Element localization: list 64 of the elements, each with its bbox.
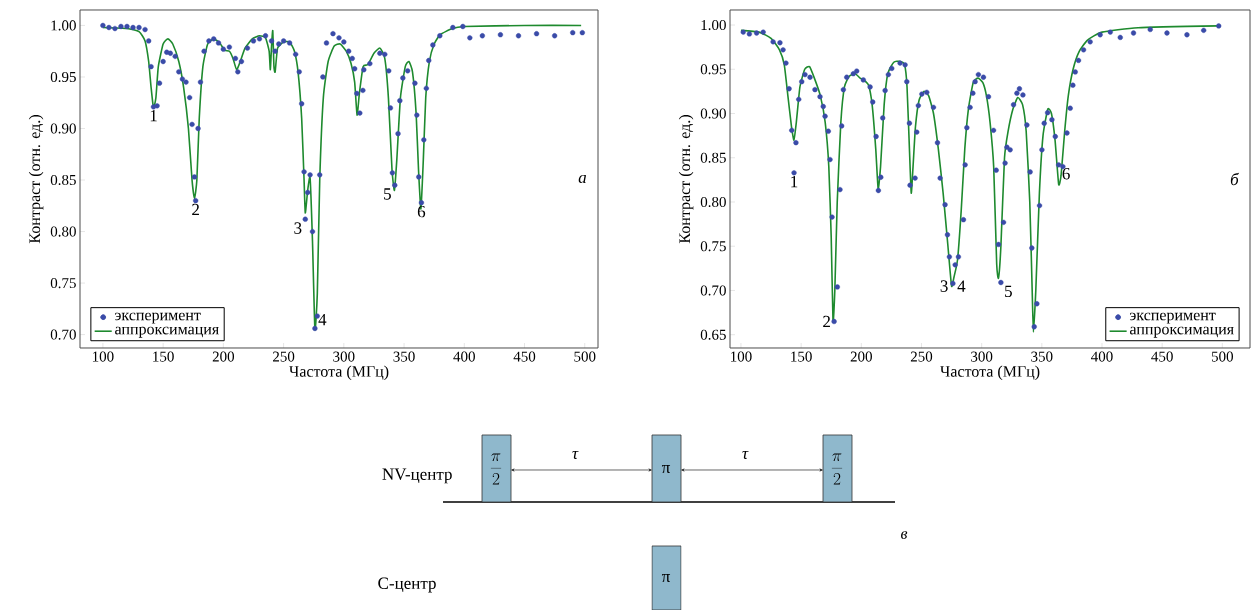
y-tick-label: 0.90 [50, 123, 76, 134]
x-tick-label: 500 [1211, 351, 1234, 362]
x-axis-title: Частота (МГц) [289, 365, 389, 380]
legend-label: эксперимент [1129, 312, 1216, 324]
text: π [661, 573, 671, 582]
x-tick-label: 450 [1151, 351, 1173, 362]
annotation: 2 [192, 203, 199, 215]
x-axis-title: Частота (МГц) [940, 365, 1040, 380]
annotation: 4 [318, 313, 327, 326]
y-tick-label: 0.80 [700, 196, 726, 207]
x-tick-label: 300 [333, 351, 355, 362]
y-tick-label: 0.75 [700, 240, 726, 252]
y-tick-label: 0.70 [700, 285, 726, 296]
x-tick-label: 200 [212, 351, 235, 362]
annotation: 5 [1005, 285, 1012, 297]
y-axis-title: Контраст (отн. ед.) [28, 114, 44, 243]
x-tick-label: 200 [850, 351, 872, 362]
x-tick-label: 450 [513, 351, 536, 362]
annotation: 3 [940, 280, 948, 292]
y-tick-label: 0.65 [700, 329, 726, 340]
annotation: 3 [294, 222, 302, 234]
x-tick-label: 350 [1031, 351, 1053, 362]
legend-label: эксперимент [115, 312, 201, 324]
text: $\frac{\pi}{2}$ [490, 453, 502, 485]
y-axis-title: Контраст (отн. ед.) [678, 114, 694, 243]
annotation: 6 [1062, 167, 1070, 180]
x-tick-label: 400 [453, 351, 475, 362]
y-tick-label: 0.90 [700, 108, 726, 119]
y-tick-label: 0.85 [700, 152, 726, 163]
annotation: 1 [791, 175, 798, 188]
annotation: 2 [823, 315, 830, 327]
text: $\frac{\pi}{2}$ [831, 453, 843, 485]
x-tick-label: 250 [273, 351, 295, 362]
y-tick-label: 0.75 [50, 277, 76, 288]
x-tick-label: 150 [791, 351, 812, 362]
y-tick-label: 0.95 [700, 64, 726, 75]
x-tick-label: 350 [393, 351, 415, 362]
annotation: а [578, 174, 587, 183]
y-tick-label: 1.00 [701, 19, 726, 30]
legend-label: аппроксимация [1130, 326, 1234, 338]
text: C-центр [378, 577, 436, 593]
x-tick-label: 100 [731, 351, 752, 362]
x-tick-label: 250 [910, 351, 933, 362]
text: τ [572, 450, 579, 459]
annotation: б [1230, 172, 1240, 185]
annotation: 4 [957, 280, 966, 292]
text: τ [742, 450, 749, 459]
x-tick-label: 100 [92, 351, 114, 362]
x-tick-label: 300 [971, 351, 993, 362]
text: в [901, 530, 908, 539]
y-tick-label: 1.00 [51, 20, 76, 31]
x-tick-label: 150 [153, 351, 174, 362]
annotation: 6 [417, 205, 426, 218]
x-tick-label: 500 [574, 351, 596, 362]
text: NV-центр [382, 468, 452, 484]
x-tick-label: 400 [1091, 351, 1113, 362]
y-tick-label: 0.85 [50, 174, 76, 185]
y-tick-label: 0.80 [50, 226, 76, 237]
annotation: 5 [384, 188, 391, 200]
text: π [661, 464, 671, 473]
y-tick-label: 0.95 [50, 71, 76, 82]
annotation: 1 [150, 109, 157, 122]
y-tick-label: 0.70 [50, 329, 76, 340]
legend-label: аппроксимация [115, 326, 219, 338]
